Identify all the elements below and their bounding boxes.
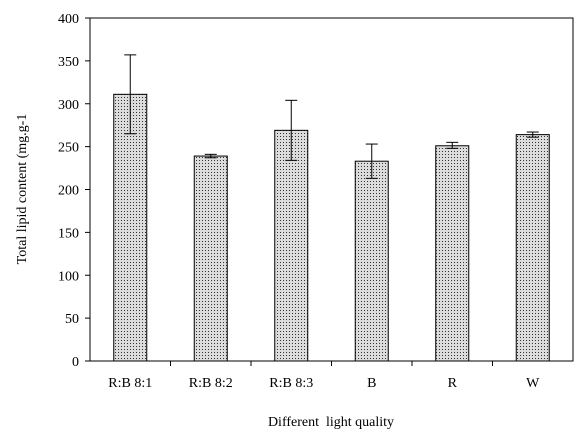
bars-group xyxy=(113,93,550,362)
bar-r-b-8-1 xyxy=(113,93,148,362)
x-axis-ticks: R:B 8:1 R:B 8:2 R:B 8:3 B R W xyxy=(108,361,540,391)
y-axis-title: Total lipid content (mg.g-1 xyxy=(15,114,30,265)
y-tick-label: 150 xyxy=(58,226,79,241)
bar-b xyxy=(354,160,389,362)
x-axis-title: Different light quality xyxy=(268,415,394,430)
bar-r xyxy=(435,145,470,362)
y-tick-label: 300 xyxy=(58,98,79,113)
plot-area-frame xyxy=(89,17,574,362)
y-tick-label: 50 xyxy=(65,312,79,327)
y-tick-label: 0 xyxy=(72,355,79,370)
x-tick-label: R:B 8:2 xyxy=(189,376,233,391)
x-tick-label: R:B 8:3 xyxy=(269,376,313,391)
bar-w xyxy=(515,134,550,362)
x-tick-label: B xyxy=(367,376,376,391)
bar-r-b-8-2 xyxy=(193,155,228,362)
y-tick-label: 200 xyxy=(58,184,79,199)
bar-r-b-8-3 xyxy=(274,129,309,362)
y-tick-label: 400 xyxy=(58,12,79,27)
y-tick-label: 100 xyxy=(58,269,79,284)
y-axis-ticks: 0 50 100 150 200 250 300 350 400 xyxy=(58,12,90,370)
y-tick-label: 350 xyxy=(58,55,79,70)
x-tick-label: R:B 8:1 xyxy=(108,376,152,391)
error-bars-group xyxy=(124,54,539,179)
x-tick-label: R xyxy=(448,376,458,391)
x-tick-label: W xyxy=(526,376,540,391)
y-tick-label: 250 xyxy=(58,141,79,156)
